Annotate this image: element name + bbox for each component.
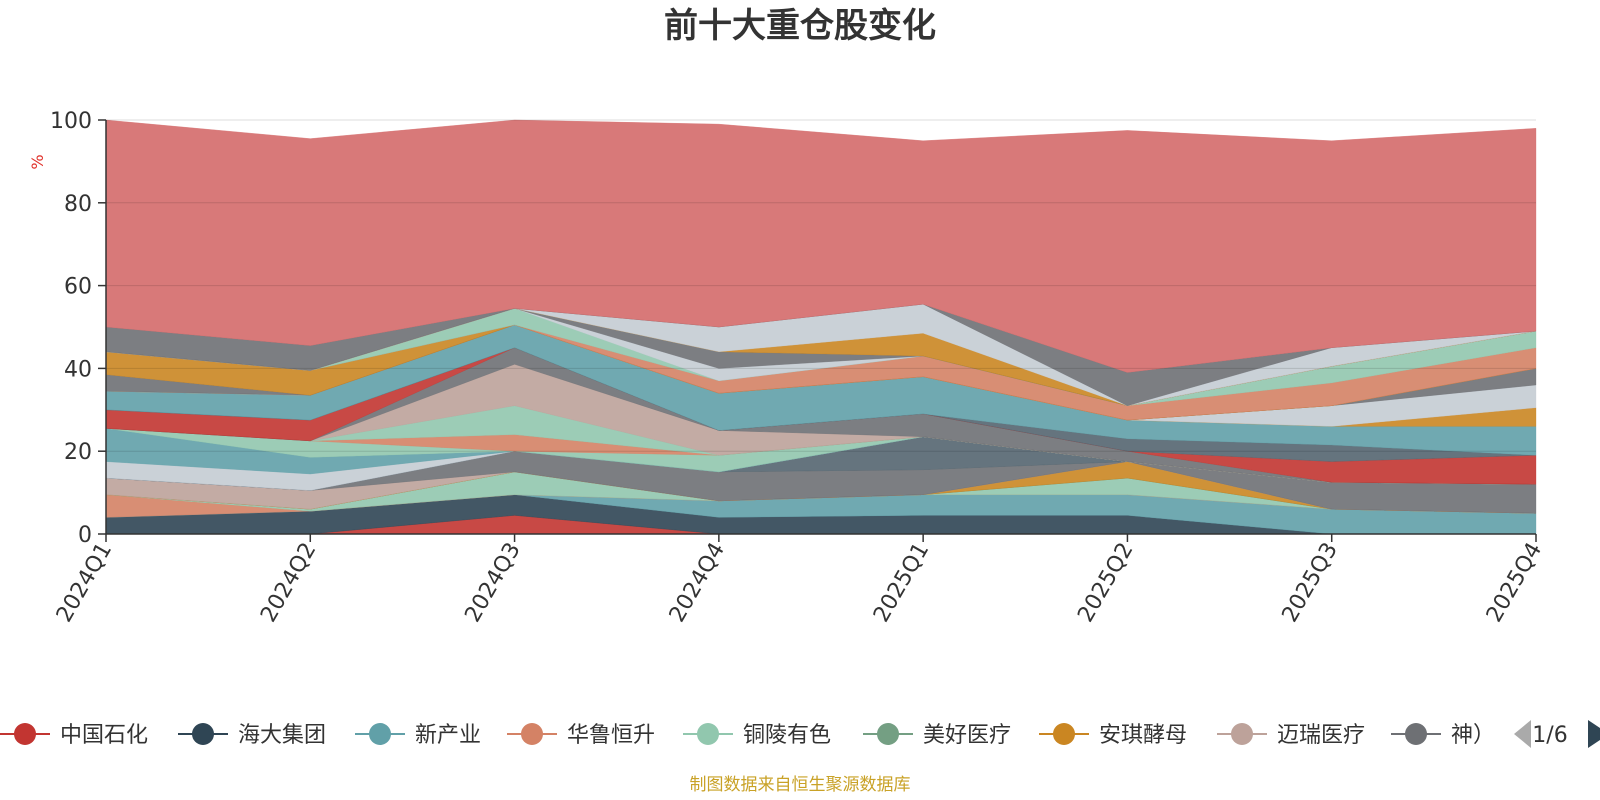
y-tick-label: 0 xyxy=(78,523,92,548)
y-tick-label: 20 xyxy=(64,440,92,465)
legend-label: 迈瑞医疗 xyxy=(1277,723,1365,748)
legend-label: 海大集团 xyxy=(238,723,326,748)
x-tick-label: 2025Q2 xyxy=(1073,539,1138,627)
legend-label: 铜陵有色 xyxy=(743,723,831,748)
legend-marker-icon xyxy=(192,723,214,745)
x-tick-label: 2024Q2 xyxy=(256,539,321,627)
data-source-note: 制图数据来自恒生聚源数据库 xyxy=(690,775,911,795)
x-tick-labels: 2024Q1 2024Q2 2024Q3 2024Q4 2025Q1 2025Q2 2025… xyxy=(52,534,1547,627)
area-series-group xyxy=(105,119,1537,535)
legend-marker-icon xyxy=(877,723,899,745)
y-tick-label: 60 xyxy=(64,275,92,300)
x-tick-label: 2025Q3 xyxy=(1278,539,1343,627)
legend-item[interactable]: 神） xyxy=(1391,723,1495,748)
legend-marker-icon xyxy=(369,723,391,745)
legend-label: 华鲁恒升 xyxy=(567,723,655,748)
legend-item[interactable]: 安琪酵母 xyxy=(1039,723,1187,748)
y-tick-label: 40 xyxy=(64,357,92,382)
y-tick-labels: 0 20 40 60 80 100 xyxy=(50,109,106,548)
legend-item[interactable]: 华鲁恒升 xyxy=(507,723,655,748)
legend-label: 安琪酵母 xyxy=(1099,723,1187,748)
legend-label: 神） xyxy=(1451,723,1495,748)
legend-label: 美好医疗 xyxy=(923,723,1011,748)
x-tick-label: 2024Q3 xyxy=(460,539,525,627)
x-tick-label: 2025Q4 xyxy=(1482,539,1547,627)
y-tick-label: 80 xyxy=(64,192,92,217)
y-tick-label: 100 xyxy=(50,109,92,134)
legend-marker-icon xyxy=(1405,723,1427,745)
legend-label: 中国石化 xyxy=(60,723,148,748)
legend-item[interactable]: 海大集团 xyxy=(178,723,326,748)
legend-item[interactable]: 铜陵有色 xyxy=(683,723,831,748)
legend-prev-page-icon[interactable] xyxy=(1514,720,1531,748)
legend-next-page-icon[interactable] xyxy=(1588,720,1600,748)
legend-page-indicator: 1/6 xyxy=(1532,723,1567,748)
grid-lines xyxy=(106,119,1536,452)
area-series-32 xyxy=(105,119,1537,373)
legend[interactable]: 中国石化 海大集团 新产业 华鲁恒升 铜陵有色 美好医疗 安琪酵母 迈瑞医疗 神） xyxy=(0,723,1495,748)
x-tick-label: 2024Q4 xyxy=(665,539,730,627)
x-tick-label: 2024Q1 xyxy=(52,539,117,627)
legend-marker-icon xyxy=(697,723,719,745)
chart-title: 前十大重仓股变化 xyxy=(664,6,936,46)
y-axis-label: % xyxy=(28,154,47,169)
legend-item[interactable]: 迈瑞医疗 xyxy=(1217,723,1365,748)
legend-pager: 1/6 xyxy=(1514,720,1600,748)
legend-item[interactable]: 新产业 xyxy=(355,723,481,748)
legend-marker-icon xyxy=(1053,723,1075,745)
legend-marker-icon xyxy=(1231,723,1253,745)
legend-marker-icon xyxy=(14,723,36,745)
legend-item[interactable]: 美好医疗 xyxy=(863,723,1011,748)
axes xyxy=(105,120,1536,535)
legend-item[interactable]: 中国石化 xyxy=(0,723,148,748)
legend-label: 新产业 xyxy=(415,723,481,748)
legend-marker-icon xyxy=(521,723,543,745)
x-tick-label: 2025Q1 xyxy=(869,539,934,627)
